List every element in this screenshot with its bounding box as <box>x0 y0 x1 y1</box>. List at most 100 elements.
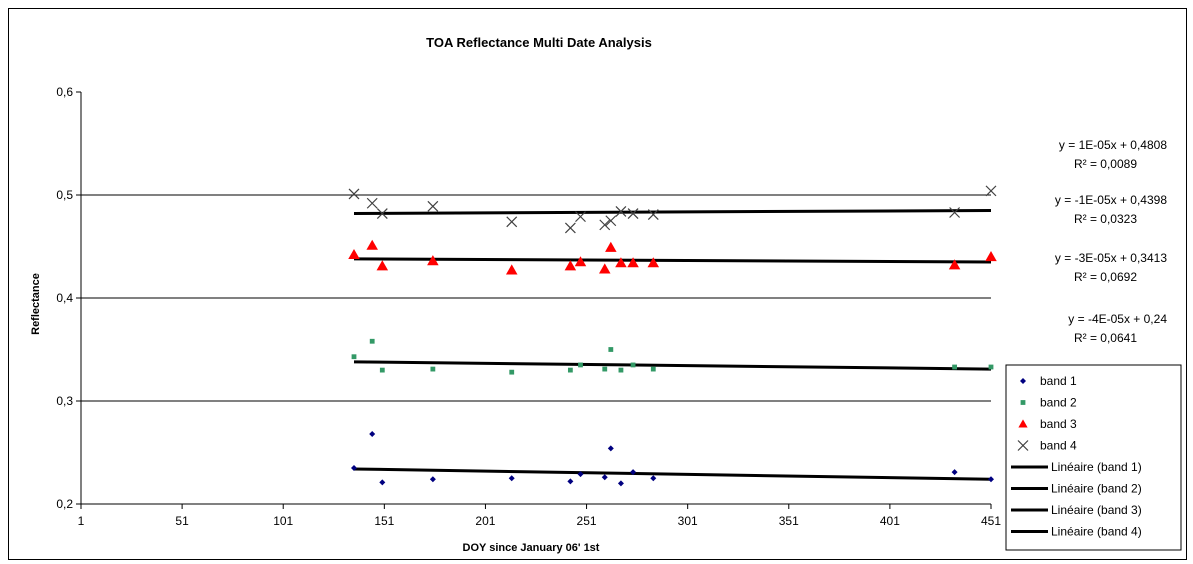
x-tick-label: 101 <box>273 514 293 528</box>
square-marker <box>578 362 583 368</box>
diamond-marker <box>650 475 657 482</box>
x-marker-stroke <box>627 208 639 219</box>
x-tick-label: 351 <box>779 514 799 528</box>
diamond-marker <box>988 476 994 483</box>
square-marker <box>952 364 957 370</box>
x-marker <box>985 185 997 197</box>
diamond-marker <box>351 464 357 471</box>
square-marker <box>351 354 357 360</box>
triangle-marker <box>948 259 961 270</box>
trendline-r-squared: R² = 0,0692 <box>1074 270 1137 284</box>
x-marker <box>647 209 659 220</box>
scatter-chart: TOA Reflectance Multi Date Analysis Refl… <box>30 35 1182 554</box>
triangle-marker <box>627 257 639 268</box>
square-marker <box>630 362 636 368</box>
x-marker <box>575 211 586 223</box>
x-marker-stroke <box>615 206 627 217</box>
diamond-marker <box>607 445 614 452</box>
square-marker <box>602 366 608 372</box>
x-marker <box>949 207 961 218</box>
diamond-marker <box>601 474 608 481</box>
triangle-marker <box>376 260 389 271</box>
y-tick-label: 0,4 <box>56 291 73 305</box>
diamond-marker <box>617 480 624 487</box>
x-tick-label: 451 <box>981 514 1001 528</box>
triangle-marker <box>574 256 587 267</box>
square-marker <box>567 367 573 373</box>
square-marker <box>430 366 436 372</box>
trendline <box>353 467 992 481</box>
x-marker-stroke <box>647 209 659 220</box>
trendline-r-squared: R² = 0,0641 <box>1074 331 1137 345</box>
legend-box <box>1005 364 1182 551</box>
x-marker <box>605 215 617 227</box>
legend-label: band 3 <box>1040 417 1077 431</box>
x-marker <box>615 206 627 217</box>
triangle-marker <box>348 248 360 260</box>
x-marker-stroke <box>605 215 617 227</box>
gridlines <box>81 194 991 402</box>
x-marker <box>376 208 388 219</box>
x-marker <box>627 208 639 219</box>
trendline-equation: y = -3E-05x + 0,3413 <box>1055 251 1167 265</box>
chart-frame: TOA Reflectance Multi Date Analysis Refl… <box>8 8 1187 560</box>
x-marker-stroke <box>366 197 378 209</box>
square-marker <box>618 367 624 373</box>
trendline <box>353 360 992 371</box>
x-marker-stroke <box>1017 440 1029 451</box>
diamond-marker <box>508 475 515 482</box>
square-marker <box>650 366 656 372</box>
y-axis-title: Reflectance <box>30 273 42 335</box>
legend-label: band 1 <box>1040 374 1077 388</box>
y-tick-label: 0,2 <box>56 497 73 511</box>
x-marker-stroke <box>599 219 611 231</box>
x-marker-stroke <box>376 208 388 219</box>
axes: 0,20,30,40,50,61 51 101 151 201 251 301 351 401 4… <box>56 85 1001 528</box>
x-marker <box>1017 440 1029 451</box>
legend-label: band 2 <box>1040 396 1077 410</box>
triangle-marker <box>427 255 439 266</box>
legend: band 1 band 2 band 3 band 4 Linéaire (band 1… <box>1005 364 1182 551</box>
chart-title: TOA Reflectance Multi Date Analysis <box>426 35 652 50</box>
triangle-marker <box>605 241 617 252</box>
trendline-r-squared: R² = 0,0089 <box>1074 157 1137 171</box>
x-tick-label: 251 <box>577 514 597 528</box>
x-tick-label: 51 <box>175 514 189 528</box>
trendline-equation: y = -1E-05x + 0,4398 <box>1055 193 1167 207</box>
triangle-marker <box>564 260 577 271</box>
triangle-marker <box>505 264 518 275</box>
trendline <box>353 257 992 264</box>
x-tick-label: 301 <box>678 514 698 528</box>
legend-label: Linéaire (band 1) <box>1051 460 1142 474</box>
diamond-marker <box>951 469 958 476</box>
legend-label: Linéaire (band 3) <box>1051 503 1142 517</box>
square-marker <box>509 369 515 375</box>
legend-label: Linéaire (band 4) <box>1051 525 1142 539</box>
x-marker <box>427 200 439 212</box>
y-tick-label: 0,5 <box>56 188 73 202</box>
x-tick-label: 401 <box>880 514 900 528</box>
diamond-marker <box>379 479 386 486</box>
triangle-marker <box>598 263 611 274</box>
diamond-marker <box>630 469 637 476</box>
x-marker <box>564 222 576 234</box>
x-marker-stroke <box>506 216 518 228</box>
trendline-equation: y = 1E-05x + 0,4808 <box>1059 138 1167 152</box>
trendline-equations: y = 1E-05x + 0,4808 R² = 0,0089 y = -1E-05… <box>1055 138 1167 345</box>
square-marker <box>608 347 614 352</box>
y-tick-label: 0,6 <box>56 85 73 99</box>
x-marker <box>348 188 360 200</box>
legend-label: band 4 <box>1040 439 1077 453</box>
data-points <box>348 185 997 487</box>
x-marker-stroke <box>949 207 961 218</box>
square-marker <box>369 338 375 344</box>
diamond-marker <box>567 478 574 485</box>
x-marker-stroke <box>985 185 997 197</box>
diamond-marker <box>429 476 436 483</box>
x-marker-stroke <box>348 188 360 200</box>
diamond-marker <box>577 471 584 478</box>
triangle-marker <box>366 239 378 250</box>
x-axis-title: DOY since January 06' 1st <box>463 542 600 554</box>
diamond-marker <box>369 430 376 437</box>
y-tick-label: 0,3 <box>56 394 73 408</box>
